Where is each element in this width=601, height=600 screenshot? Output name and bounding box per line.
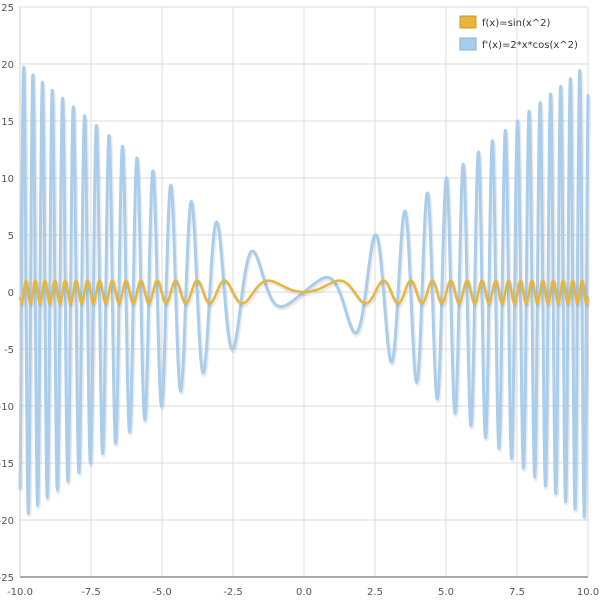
- y-tick-label: -15: [0, 459, 14, 470]
- y-tick-label: -25: [0, 573, 14, 584]
- x-tick-label: 5.0: [438, 587, 454, 598]
- legend-swatch-1: [459, 37, 477, 51]
- y-tick-label: -10: [0, 402, 14, 413]
- series-0-line[interactable]: [18, 279, 590, 305]
- x-tick-label: -10.0: [7, 587, 33, 598]
- y-tick-label: 5: [8, 231, 14, 242]
- x-tick-label: -2.5: [223, 587, 243, 598]
- axes: -10.0 -7.5 -5.0 -2.5 0.0 2.5 5.0 7.5 10.0 25 20 15 1…: [0, 3, 599, 598]
- legend-item-1[interactable]: f'(x)=2*x*cos(x^2): [459, 37, 578, 51]
- legend-swatch-0: [459, 15, 477, 29]
- y-tick-label: 0: [8, 288, 14, 299]
- legend-label-1: f'(x)=2*x*cos(x^2): [482, 40, 578, 51]
- x-tick-label: 10.0: [577, 587, 599, 598]
- y-tick-label: -5: [4, 345, 14, 356]
- x-tick-label: 7.5: [509, 587, 525, 598]
- y-tick-label: 25: [1, 3, 14, 14]
- legend-item-0[interactable]: f(x)=sin(x^2): [459, 15, 551, 29]
- x-tick-label: -7.5: [81, 587, 101, 598]
- y-tick-label: -20: [0, 516, 14, 527]
- y-tick-label: 15: [1, 117, 14, 128]
- legend-label-0: f(x)=sin(x^2): [482, 18, 551, 29]
- y-tick-label: 20: [1, 60, 14, 71]
- x-tick-label: 2.5: [367, 587, 383, 598]
- series-0: [18, 279, 591, 308]
- x-tick-label: 0.0: [296, 587, 312, 598]
- series-layer: [18, 65, 591, 521]
- legend: f(x)=sin(x^2) f'(x)=2*x*cos(x^2): [459, 15, 578, 51]
- y-tick-label: 10: [1, 174, 14, 185]
- x-tick-label: -5.0: [152, 587, 172, 598]
